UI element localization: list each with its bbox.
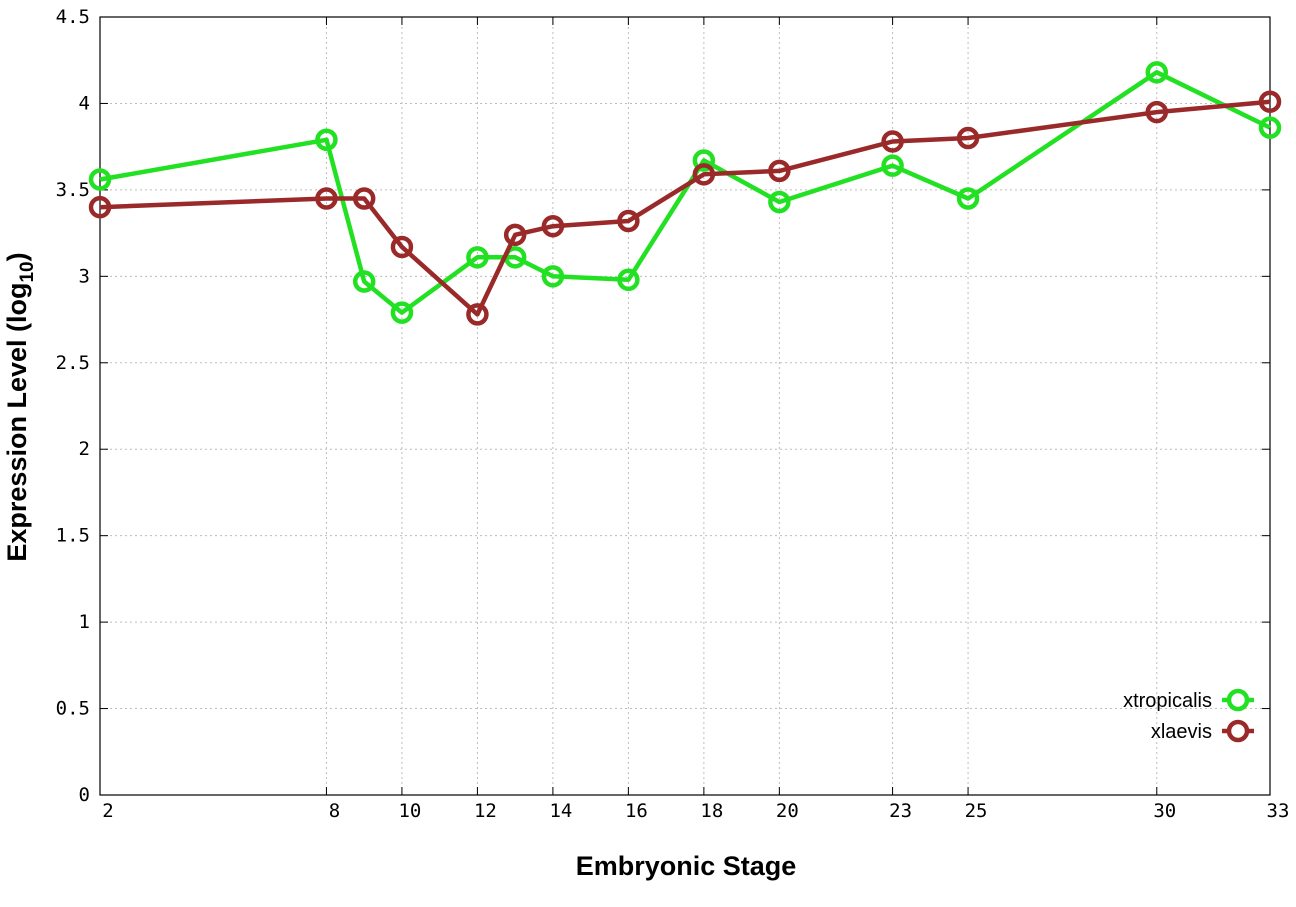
data-point-xlaevis xyxy=(315,187,338,210)
data-point-xlaevis xyxy=(88,195,112,219)
y-tick-label: 0 xyxy=(79,784,90,806)
series-layer xyxy=(88,61,1282,326)
y-tick-label: 1.5 xyxy=(56,525,90,547)
y-tick-label: 2.5 xyxy=(56,352,90,374)
x-tick-label: 30 xyxy=(1153,800,1176,822)
y-tick-label: 3 xyxy=(79,265,90,287)
grid xyxy=(100,17,1270,795)
x-tick-label: 16 xyxy=(625,800,648,822)
y-tick-label: 1 xyxy=(79,611,90,633)
legend-label-xlaevis: xlaevis xyxy=(1151,721,1212,743)
x-tick-label: 25 xyxy=(965,800,988,822)
data-point-xtropicalis xyxy=(390,301,414,324)
y-tick-label: 4.5 xyxy=(56,6,90,28)
data-point-xlaevis xyxy=(466,303,489,326)
y-tick-label: 3.5 xyxy=(56,179,90,201)
y-axis-title-close: ) xyxy=(2,252,32,261)
legend-marker-xlaevis xyxy=(1226,719,1250,743)
legend: xtropicalis xlaevis xyxy=(1123,688,1254,743)
data-point-xtropicalis xyxy=(1258,116,1282,139)
data-point-xtropicalis xyxy=(617,268,640,292)
data-point-xlaevis xyxy=(692,163,716,186)
data-point-xlaevis xyxy=(881,130,904,153)
x-tick-label: 20 xyxy=(776,800,799,822)
data-point-xlaevis xyxy=(617,209,640,233)
legend-marker-xtropicalis xyxy=(1226,688,1250,712)
data-point-xlaevis xyxy=(352,187,376,210)
y-tick-label: 0.5 xyxy=(56,698,90,720)
x-tick-label: 23 xyxy=(889,800,912,822)
data-point-xtropicalis xyxy=(315,128,338,152)
y-axis-title-main: Expression Level (log xyxy=(2,283,32,562)
legend-label-xtropicalis: xtropicalis xyxy=(1123,690,1212,712)
data-point-xtropicalis xyxy=(352,270,376,293)
data-point-xlaevis xyxy=(1258,90,1282,113)
data-point-xlaevis xyxy=(768,159,791,183)
y-axis-title-subscript: 10 xyxy=(17,261,38,282)
x-tick-label: 33 xyxy=(1267,800,1290,822)
x-axis-title: Embryonic Stage xyxy=(576,851,797,881)
y-tick-label: 2 xyxy=(79,438,90,460)
x-tick-label: 12 xyxy=(474,800,497,822)
y-axis-title: Expression Level (log10) xyxy=(2,252,38,561)
plot-frame xyxy=(99,16,1271,796)
data-point-xtropicalis xyxy=(466,246,489,269)
x-tick-label: 8 xyxy=(329,800,340,822)
data-point-xtropicalis xyxy=(541,265,565,288)
data-point-xtropicalis xyxy=(881,154,904,177)
data-point-xlaevis xyxy=(503,223,527,247)
data-point-xtropicalis xyxy=(768,190,791,214)
y-tick-label: 4 xyxy=(79,92,90,114)
data-point-xlaevis xyxy=(541,214,565,238)
data-point-xlaevis xyxy=(390,235,414,259)
data-point-xtropicalis xyxy=(1145,61,1169,84)
x-tick-label: 14 xyxy=(549,800,572,822)
data-point-xtropicalis xyxy=(692,149,716,172)
x-tick-label: 10 xyxy=(398,800,421,822)
data-point-xtropicalis xyxy=(88,168,112,191)
data-point-xlaevis xyxy=(956,126,980,150)
x-tick-label: 2 xyxy=(102,800,113,822)
axis-ticks: 0 0.5 1 1.5 2 2.5 3 3.5 4 4.5 2 8 10 12 14 16 18 20 23 25 30… xyxy=(56,6,1290,822)
data-point-xlaevis xyxy=(1145,100,1169,124)
x-tick-label: 18 xyxy=(700,800,723,822)
data-point-xtropicalis xyxy=(956,187,980,210)
